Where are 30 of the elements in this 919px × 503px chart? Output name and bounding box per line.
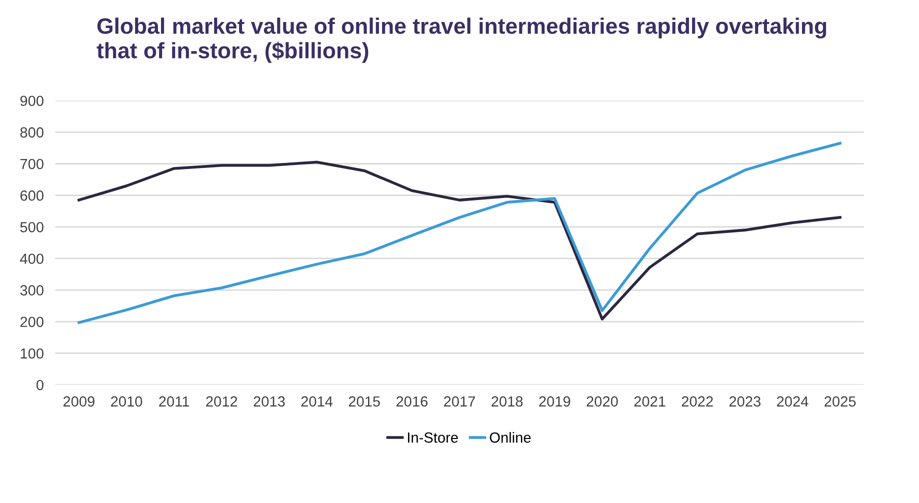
x-tick-label: 2021 [634, 396, 666, 407]
x-tick-label: 2015 [348, 396, 380, 407]
x-tick-label: 2013 [254, 396, 285, 407]
x-tick-label: 2025 [824, 396, 856, 407]
legend-label: Online [490, 432, 531, 443]
legend-label: In-Store [408, 432, 458, 443]
x-tick-label: 2022 [682, 396, 713, 407]
x-tick-label: 2024 [777, 396, 808, 407]
y-tick-label: 800 [20, 127, 44, 138]
y-tick-label: 600 [20, 190, 44, 201]
x-tick-label: 2016 [396, 396, 428, 407]
y-tick-label: 100 [20, 348, 44, 359]
x-tick-label: 2020 [586, 396, 618, 407]
x-tick-label: 2017 [444, 396, 475, 407]
chart-title: Global market value of online travel intermediaries rapidly overtaking that of in-store, ($billions) [96, 18, 826, 63]
y-tick-label: 300 [20, 285, 44, 296]
y-tick-label: 200 [20, 316, 44, 328]
y-tick-label: 400 [20, 254, 44, 264]
y-tick-label: 900 [20, 96, 44, 106]
x-tick-label: 2010 [111, 396, 142, 407]
y-tick-label: 0 [36, 380, 44, 390]
x-tick-label: 2018 [492, 396, 523, 407]
y-tick-label: 700 [20, 158, 44, 170]
x-tick-label: 2019 [539, 396, 570, 407]
x-tick-label: 2011 [159, 396, 190, 407]
x-tick-label: 2014 [301, 396, 333, 407]
x-tick-label: 2012 [206, 396, 238, 407]
x-tick-label: 2009 [63, 396, 94, 407]
y-tick-label: 500 [20, 222, 44, 232]
x-tick-label: 2023 [729, 396, 761, 407]
